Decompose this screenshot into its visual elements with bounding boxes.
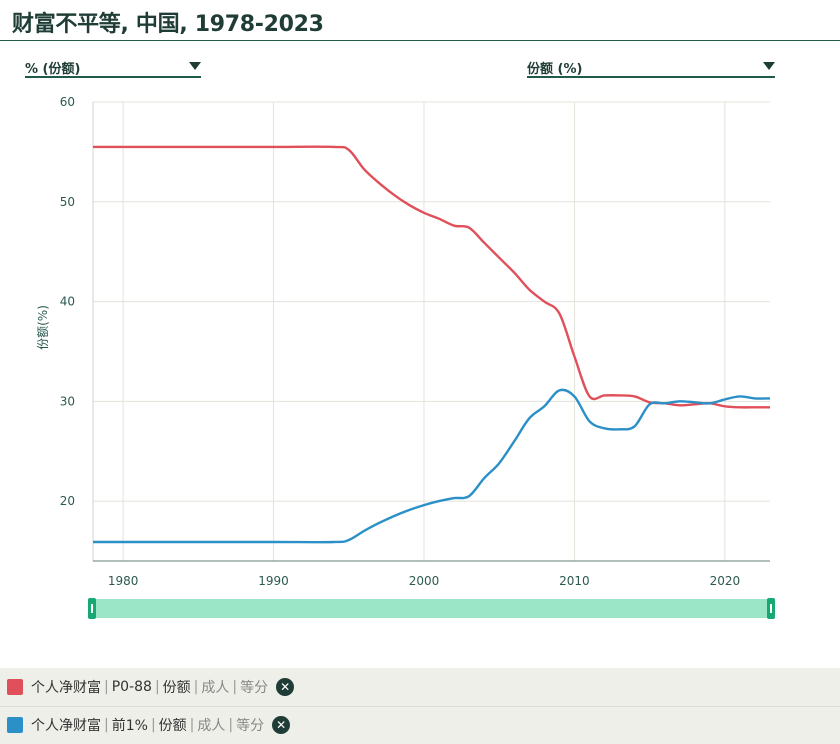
range-handle-left-icon[interactable] xyxy=(88,598,96,619)
y-tick-label: 60 xyxy=(60,95,75,109)
line-chart: 20 30 40 50 60 1980 1990 2000 2010 2020 份额(%) xyxy=(36,95,771,588)
series-line-top1 xyxy=(93,388,771,544)
legend-measure: 份额 xyxy=(162,680,191,696)
legend-split: 等分 xyxy=(240,680,269,696)
legend-swatch-blue xyxy=(7,717,23,733)
chevron-down-icon xyxy=(189,62,201,70)
x-tick-label: 2000 xyxy=(409,574,440,588)
y-tick-label: 50 xyxy=(60,195,75,209)
legend-group: 前1% xyxy=(111,718,148,734)
legend-group: P0-88 xyxy=(111,679,152,695)
series-line-p0-88 xyxy=(93,145,770,409)
legend-metric: 个人净财富 xyxy=(31,718,101,734)
chevron-down-icon xyxy=(763,62,775,70)
y-tick-label: 30 xyxy=(60,394,75,408)
legend-item: 个人净财富 | P0-88 | 份额 | 成人 | 等分 ✕ xyxy=(0,668,840,707)
y-tick-label: 40 xyxy=(60,295,75,309)
legend-population: 成人 xyxy=(201,680,230,696)
legend-population: 成人 xyxy=(197,718,226,734)
page-title: 财富不平等, 中国, 1978-2023 xyxy=(12,12,324,37)
y-axis-label: 份额(%) xyxy=(36,305,50,350)
legend-metric: 个人净财富 xyxy=(31,680,101,696)
legend-measure: 份额 xyxy=(158,718,187,734)
x-tick-label: 1990 xyxy=(258,574,289,588)
legend: 个人净财富 | P0-88 | 份额 | 成人 | 等分 ✕ 个人净财富 | 前1% | 份… xyxy=(0,668,840,744)
x-tick-label: 2020 xyxy=(710,574,741,588)
indicator-select-label: 份额 (%) xyxy=(527,62,583,77)
legend-item: 个人净财富 | 前1% | 份额 | 成人 | 等分 ✕ xyxy=(0,706,840,744)
x-tick-label: 2010 xyxy=(559,574,590,588)
indicator-select[interactable]: 份额 (%) xyxy=(527,54,775,78)
legend-swatch-red xyxy=(7,679,23,695)
close-icon[interactable]: ✕ xyxy=(276,678,295,696)
year-range-slider[interactable] xyxy=(88,598,775,619)
title-divider xyxy=(0,40,840,41)
x-tick-label: 1980 xyxy=(108,574,139,588)
close-icon[interactable]: ✕ xyxy=(272,716,291,734)
unit-select-label: % (份额) xyxy=(25,62,81,77)
y-tick-label: 20 xyxy=(60,494,75,508)
legend-split: 等分 xyxy=(236,718,265,734)
unit-select[interactable]: % (份额) xyxy=(25,54,201,78)
range-handle-right-icon[interactable] xyxy=(767,598,775,619)
